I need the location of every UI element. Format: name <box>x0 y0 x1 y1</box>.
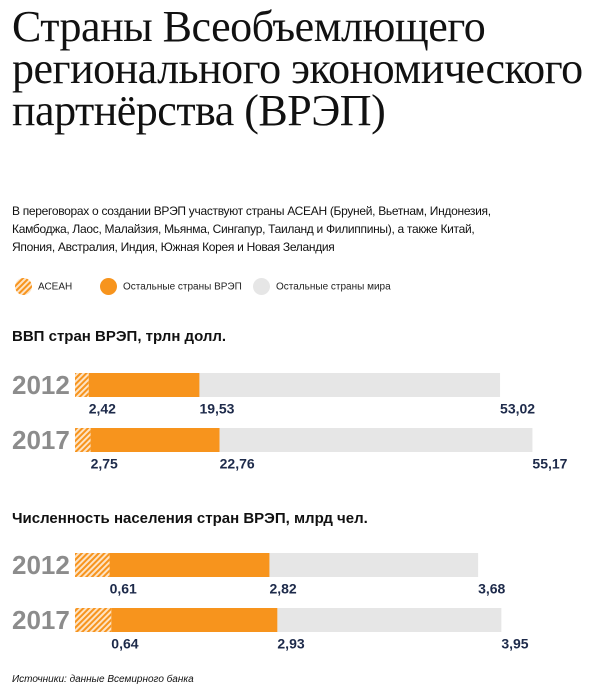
category-label: 2017 <box>12 425 70 455</box>
bar-segment <box>88 373 200 397</box>
page-title: Страны Всеобъемлющего регионального экон… <box>12 2 583 135</box>
value-label: 19,53 <box>199 401 234 417</box>
bar-segment <box>277 608 502 632</box>
subtitle: В переговорах о создании ВРЭП участвуют … <box>12 204 491 254</box>
value-label: 22,76 <box>220 456 255 472</box>
bar-segment <box>269 553 479 577</box>
value-label: 3,68 <box>478 581 505 597</box>
category-label: 2012 <box>12 550 70 580</box>
bar-segment <box>75 553 110 577</box>
value-label: 0,64 <box>111 636 138 652</box>
category-label: 2012 <box>12 370 70 400</box>
bar-segment <box>75 428 91 452</box>
bar-segment <box>75 608 112 632</box>
bar-segment <box>219 428 533 452</box>
value-label: 2,75 <box>91 456 118 472</box>
value-label: 0,61 <box>110 581 137 597</box>
legend-label: Остальные страны ВРЭП <box>123 282 242 293</box>
value-label: 2,82 <box>269 581 296 597</box>
chart-title: Численность населения стран ВРЭП, млрд ч… <box>12 510 368 527</box>
legend-swatch <box>253 278 270 295</box>
legend-swatch <box>15 278 32 295</box>
value-label: 55,17 <box>532 456 567 472</box>
value-label: 2,93 <box>277 636 304 652</box>
bar-segment <box>199 373 501 397</box>
value-label: 53,02 <box>500 401 535 417</box>
category-label: 2017 <box>12 605 70 635</box>
chart-title: ВВП стран ВРЭП, трлн долл. <box>12 328 226 345</box>
bar-segment <box>90 428 220 452</box>
bar-segment <box>111 608 278 632</box>
bar-segment <box>109 553 270 577</box>
value-label: 3,95 <box>501 636 528 652</box>
bar-segment <box>75 373 89 397</box>
legend-swatch <box>100 278 117 295</box>
value-label: 2,42 <box>89 401 116 417</box>
legend-label: Остальные страны мира <box>276 282 391 293</box>
legend-label: АСЕАН <box>38 282 72 293</box>
source: Источники: данные Всемирного банка <box>12 674 194 685</box>
